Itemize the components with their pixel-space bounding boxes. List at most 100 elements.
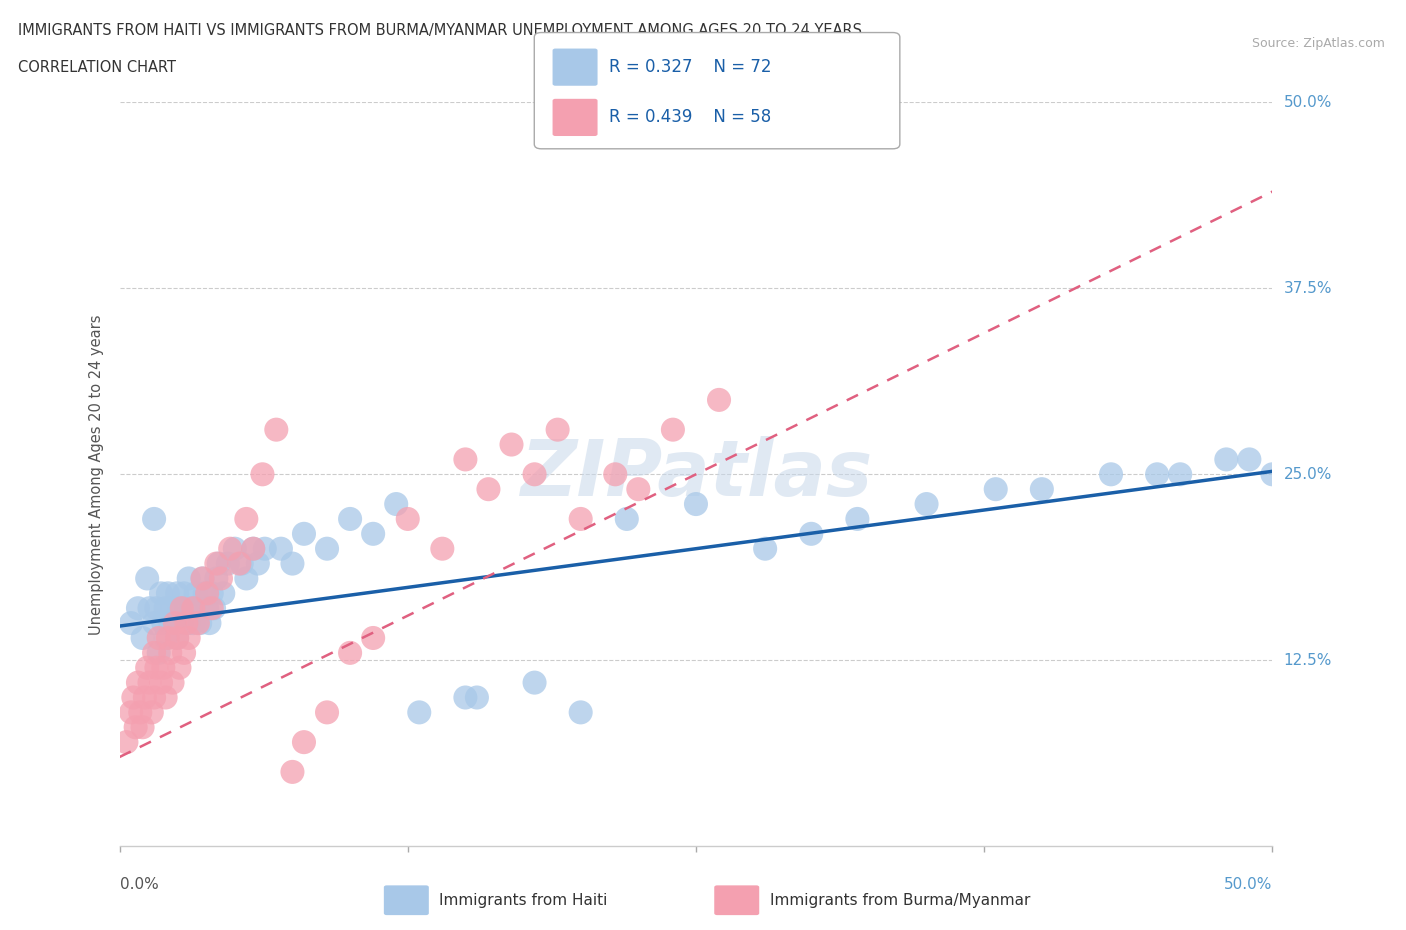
Point [454,452,477,467]
Point [138,601,160,616]
Point [754,541,776,556]
Point [547,422,569,437]
Point [155,601,177,616]
Point [129,705,152,720]
Point [205,556,228,571]
Point [134,690,156,705]
Text: 37.5%: 37.5% [1284,281,1331,296]
Point [181,601,204,616]
Point [173,645,195,660]
Point [984,482,1007,497]
Point [501,437,523,452]
Point [163,616,186,631]
Point [662,422,685,437]
Point [163,616,186,631]
Text: 0.0%: 0.0% [120,877,159,892]
Point [136,660,159,675]
Point [150,675,173,690]
Point [339,512,361,526]
Point [252,467,274,482]
Point [176,616,198,631]
Point [143,616,166,631]
Text: 50.0%: 50.0% [1284,95,1331,110]
Point [131,631,153,645]
Point [361,631,384,645]
Point [166,586,188,601]
Text: R = 0.439    N = 58: R = 0.439 N = 58 [609,109,770,126]
Point [569,512,592,526]
Point [205,571,228,586]
Point [136,571,159,586]
Point [143,690,166,705]
Text: 50.0%: 50.0% [1225,877,1272,892]
Point [120,616,142,631]
Point [1261,467,1284,482]
Y-axis label: Unemployment Among Ages 20 to 24 years: Unemployment Among Ages 20 to 24 years [89,314,104,634]
Point [148,631,170,645]
Point [685,497,707,512]
Point [180,601,202,616]
Point [187,601,209,616]
Point [408,705,430,720]
Point [177,616,200,631]
Point [339,645,361,660]
Point [169,601,191,616]
Point [173,586,195,601]
Point [219,541,242,556]
Text: Immigrants from Haiti: Immigrants from Haiti [439,893,607,908]
Point [176,601,198,616]
Point [361,526,384,541]
Point [181,616,204,631]
Point [138,675,160,690]
Point [127,675,149,690]
Point [235,571,257,586]
Point [191,571,214,586]
Point [152,616,174,631]
Point [177,571,200,586]
Point [454,690,477,705]
Point [187,616,209,631]
Point [143,645,166,660]
Point [228,556,250,571]
Point [569,705,592,720]
Point [281,556,304,571]
Point [202,601,225,616]
Point [159,645,181,660]
Point [1146,467,1168,482]
Point [266,422,288,437]
Point [156,586,179,601]
Point [143,512,166,526]
Point [1099,467,1122,482]
Point [169,660,191,675]
Text: 25.0%: 25.0% [1284,467,1331,482]
Point [145,660,167,675]
Point [120,705,142,720]
Point [208,556,231,571]
Point [201,586,224,601]
Point [124,720,146,735]
Point [1031,482,1053,497]
Text: R = 0.327    N = 72: R = 0.327 N = 72 [609,59,772,76]
Point [316,541,339,556]
Point [166,631,188,645]
Point [616,512,638,526]
Text: IMMIGRANTS FROM HAITI VS IMMIGRANTS FROM BURMA/MYANMAR UNEMPLOYMENT AMONG AGES 2: IMMIGRANTS FROM HAITI VS IMMIGRANTS FROM… [18,23,862,38]
Point [115,735,138,750]
Point [145,601,167,616]
Point [195,586,218,601]
Point [605,467,627,482]
Point [253,541,276,556]
Point [235,512,257,526]
Text: Source: ZipAtlas.com: Source: ZipAtlas.com [1251,37,1385,50]
Point [195,601,218,616]
Point [465,690,488,705]
Point [800,526,823,541]
Point [170,601,193,616]
Point [209,571,232,586]
Point [231,556,253,571]
Point [212,586,235,601]
Point [159,616,181,631]
Point [432,541,454,556]
Point [131,720,153,735]
Point [224,541,246,556]
